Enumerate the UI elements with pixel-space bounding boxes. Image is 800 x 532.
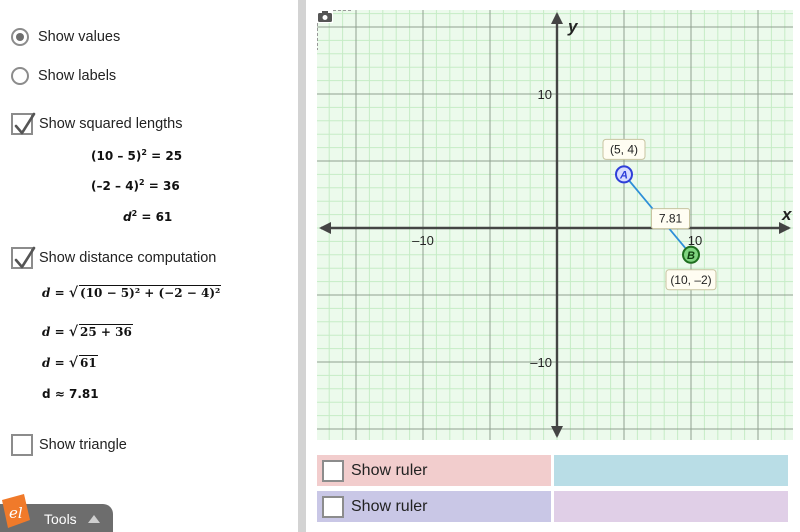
caret-up-icon	[88, 515, 100, 523]
point-a-coordinate-label: (5, 4)	[602, 138, 646, 160]
controls-panel: Show values Show labels Show squared len…	[0, 0, 298, 532]
y-tick-10: 10	[538, 87, 552, 102]
coordinate-grid[interactable]: –10 10 10 –10 x y 7.81 (5, 4) (10, –2) A…	[317, 10, 793, 440]
distance-value-label: 7.81	[651, 208, 690, 230]
show-triangle-label: Show triangle	[39, 437, 127, 453]
checkbox-empty-icon	[11, 434, 33, 456]
squared-distance: d2 = 61	[123, 209, 173, 224]
tick-labels: –10 10 10 –10	[412, 87, 702, 370]
checkmark-icon	[11, 112, 36, 135]
minor-gridlines	[317, 10, 793, 440]
radio-unselected-icon	[11, 67, 29, 85]
y-tick-neg10: –10	[530, 355, 552, 370]
x-axis-arrow-right-icon	[779, 222, 791, 234]
major-gridlines	[317, 10, 793, 440]
svg-text:el: el	[9, 504, 23, 522]
distance-formula-line1: d = √ (10 − 5)² + (−2 − 4)²	[42, 285, 222, 301]
point-b-coordinate-label: (10, –2)	[665, 269, 717, 291]
ruler-1-color-bar	[554, 455, 788, 486]
point-a[interactable]: A	[615, 165, 633, 184]
show-values-label: Show values	[38, 29, 121, 45]
ruler-2-label: Show ruler	[351, 497, 428, 515]
camera-icon[interactable]	[317, 10, 353, 50]
y-axis-arrow-down-icon	[551, 426, 563, 438]
show-values-radio[interactable]: Show values	[11, 28, 120, 46]
show-triangle-checkbox[interactable]: Show triangle	[11, 434, 127, 456]
graph-panel: –10 10 10 –10 x y 7.81 (5, 4) (10, –2) A…	[306, 0, 800, 532]
show-labels-label: Show labels	[38, 68, 117, 84]
show-squared-lengths-label: Show squared lengths	[39, 116, 183, 132]
svg-text:(5, 4): (5, 4)	[610, 142, 638, 156]
checkmark-icon	[11, 246, 36, 269]
x-axis-arrow-left-icon	[319, 222, 331, 234]
point-b[interactable]: B	[682, 245, 700, 264]
show-labels-radio[interactable]: Show labels	[11, 67, 116, 85]
x-axis-label: x	[781, 205, 793, 224]
distance-formula-line3: d = √ 61	[42, 355, 98, 371]
y-axis-arrow-up-icon	[551, 12, 563, 24]
distance-formula-line2: d = √ 25 + 36	[42, 324, 133, 340]
x-tick-neg10: –10	[412, 233, 434, 248]
panel-divider[interactable]	[298, 0, 306, 532]
ruler-2-toggle[interactable]: Show ruler	[317, 491, 551, 522]
show-distance-computation-checkbox[interactable]: Show distance computation	[11, 246, 217, 269]
ruler-1-toggle[interactable]: Show ruler	[317, 455, 551, 486]
y-axis-label: y	[567, 17, 579, 36]
ruler-1-label: Show ruler	[351, 461, 428, 479]
tools-label: Tools	[44, 511, 77, 527]
checkbox-empty-icon	[322, 459, 344, 482]
svg-text:B: B	[687, 250, 695, 262]
svg-text:7.81: 7.81	[659, 212, 683, 226]
axes	[319, 12, 791, 438]
svg-text:A: A	[619, 169, 628, 181]
squared-length-x: (10 – 5)2 = 25	[91, 148, 183, 163]
svg-text:(10, –2): (10, –2)	[670, 273, 711, 287]
checkbox-empty-icon	[322, 495, 344, 518]
explorelearning-logo-icon: el	[2, 494, 30, 528]
ruler-2-color-bar	[554, 491, 788, 522]
show-distance-computation-label: Show distance computation	[39, 250, 217, 266]
show-squared-lengths-checkbox[interactable]: Show squared lengths	[11, 112, 183, 135]
radio-selected-icon	[11, 28, 29, 46]
x-tick-10: 10	[688, 233, 702, 248]
squared-length-y: (–2 – 4)2 = 36	[91, 178, 180, 193]
distance-approximation: d ≈ 7.81	[42, 387, 99, 401]
